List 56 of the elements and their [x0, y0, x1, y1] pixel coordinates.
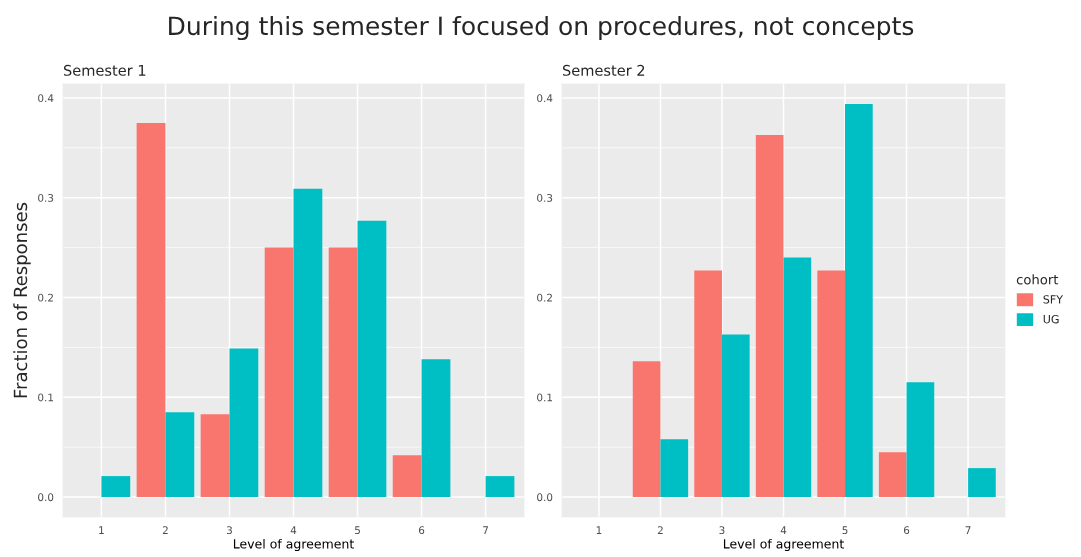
y-tick-label: 0.3	[537, 193, 553, 202]
bar	[485, 476, 515, 498]
x-tick-label: 7	[483, 526, 489, 534]
x-axis-title: Level of agreement	[233, 538, 354, 551]
y-tick-label: 0.3	[38, 193, 54, 202]
bar	[328, 247, 358, 498]
x-tick-label: 2	[657, 526, 663, 534]
y-tick-label: 0.2	[38, 293, 53, 302]
bar	[968, 468, 996, 498]
legend-label: UG	[1043, 314, 1059, 324]
legend-title: cohort	[1016, 274, 1059, 285]
y-axis-title: Fraction of Responses	[13, 202, 31, 398]
bar	[200, 414, 230, 498]
bar	[264, 247, 294, 498]
x-tick-label: 3	[719, 526, 725, 535]
x-tick-label: 7	[965, 526, 971, 534]
chart-title: During this semester I focused on procedures, not concepts	[169, 15, 914, 41]
y-tick-label: 0.1	[38, 393, 54, 402]
bar	[421, 359, 451, 498]
y-tick-label: 0.2	[537, 293, 552, 302]
chart-subtitle: Semester 1	[63, 64, 146, 76]
bar	[660, 439, 689, 498]
bar	[101, 476, 131, 498]
bar	[229, 348, 259, 498]
bar	[845, 103, 873, 498]
bar	[783, 257, 812, 498]
x-tick-label: 4	[290, 526, 297, 534]
x-tick-label: 5	[355, 526, 360, 535]
x-tick-label: 1	[99, 526, 104, 534]
bar	[906, 382, 935, 498]
bar	[293, 188, 323, 498]
x-tick-label: 6	[418, 526, 425, 535]
bar	[357, 220, 387, 498]
y-tick-label: 0.4	[537, 94, 553, 103]
y-tick-label: 0.0	[537, 493, 553, 502]
bar	[721, 334, 750, 498]
y-tick-label: 0.0	[38, 493, 54, 502]
bar	[165, 412, 195, 498]
legend-label: SFY	[1043, 295, 1064, 304]
chart-subtitle: Semester 2	[562, 64, 645, 76]
bar	[817, 270, 846, 498]
x-tick-label: 1	[596, 526, 602, 534]
bar	[632, 361, 661, 498]
y-tick-label: 0.4	[38, 94, 54, 103]
y-tick-label: 0.1	[537, 393, 553, 402]
x-axis-title: Level of agreement	[723, 538, 844, 551]
bar	[136, 122, 166, 498]
x-tick-label: 5	[842, 526, 848, 535]
x-tick-label: 4	[780, 526, 787, 534]
x-tick-label: 2	[162, 526, 168, 534]
bar	[878, 452, 907, 498]
bar	[392, 455, 422, 498]
bar	[755, 134, 784, 498]
x-tick-label: 3	[226, 526, 232, 535]
x-tick-label: 6	[903, 526, 910, 535]
bar	[694, 270, 722, 498]
